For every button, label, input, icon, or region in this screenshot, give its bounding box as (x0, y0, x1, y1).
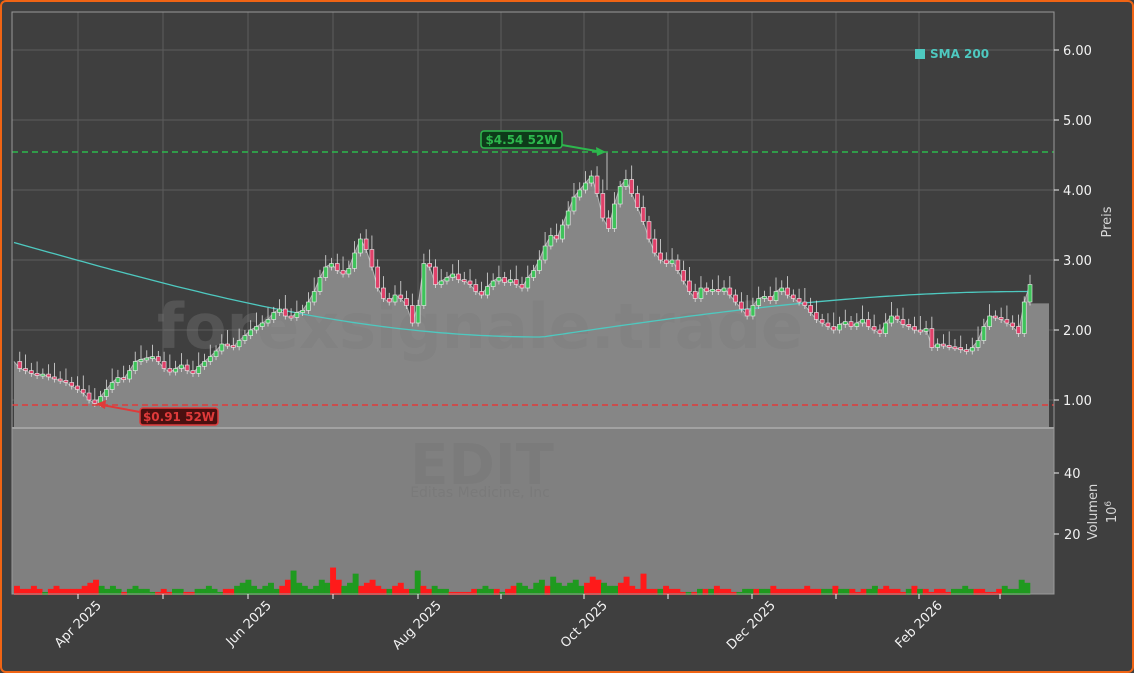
watermark: forexsignale.trade (157, 290, 803, 363)
volume-panel-border (11, 427, 1055, 595)
price-axis: 1.00 2.00 3.00 4.00 5.00 6.00 (1054, 44, 1092, 409)
legend-swatch-sma200 (915, 49, 925, 59)
company-watermark: Editas Medicine, Inc (410, 485, 550, 501)
volume-multiplier: 106 (1104, 501, 1120, 524)
low-52w-label: $0.91 52W (143, 410, 215, 424)
high-52w-annotation: $4.54 52W (480, 130, 606, 156)
price-tick-label: 6.00 (1063, 44, 1092, 59)
date-tick-label: Oct 2025 (558, 598, 611, 651)
date-axis: Apr 2025 Jun 2025 Aug 2025 Oct 2025 Dec 2025… (52, 594, 1001, 653)
price-axis-title: Preis (1100, 206, 1115, 237)
price-tick-label: 1.00 (1063, 394, 1092, 409)
price-tick-label: 5.00 (1063, 114, 1092, 129)
high-52w-label: $4.54 52W (485, 133, 557, 147)
date-tick-label: Aug 2025 (390, 598, 445, 653)
volume-axis-title: Volumen (1086, 484, 1101, 541)
date-tick-label: Apr 2025 (52, 598, 105, 651)
candlesticks (17, 152, 1033, 407)
sma200-line (13, 241, 1030, 338)
legend-label-sma200: SMA 200 (930, 47, 989, 61)
price-tick-label: 3.00 (1063, 254, 1092, 269)
low-52w-annotation: $0.91 52W (96, 400, 219, 426)
volume-tick-label: 40 (1064, 467, 1081, 482)
price-tick-label: 4.00 (1063, 184, 1092, 199)
date-tick-label: Dec 2025 (724, 598, 779, 653)
volume-panel (12, 428, 1054, 594)
ticker-watermark: EDIT (410, 433, 554, 498)
date-tick-label: Jun 2025 (223, 598, 275, 650)
price-tick-label: 2.00 (1063, 324, 1092, 339)
volume-tick-label: 20 (1064, 528, 1081, 543)
date-tick-label: Feb 2026 (893, 598, 946, 651)
volume-bars (14, 567, 1031, 595)
legend: SMA 200 (915, 47, 989, 61)
